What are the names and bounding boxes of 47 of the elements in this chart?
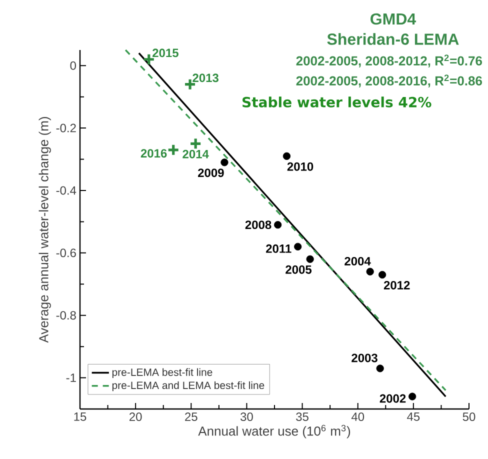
point xyxy=(376,364,384,372)
legend-label: pre-LEMA best-fit line xyxy=(112,368,212,378)
point xyxy=(306,255,314,263)
annotation: 2016 xyxy=(140,149,167,158)
annotation: 2008 xyxy=(245,220,272,230)
x-tick-label: 30 xyxy=(240,412,253,422)
point xyxy=(282,152,291,160)
annotation: 2002-2005, 2008-2016, R$^{2}$=0.86 xyxy=(296,74,482,88)
x-tick-label: 25 xyxy=(185,412,198,422)
annotation: 2003 xyxy=(352,354,378,362)
chart-subtitle: Sheridan-6 LEMA xyxy=(327,33,459,45)
x-tick-label: 15 xyxy=(74,412,86,421)
y-tick-label: -0.8 xyxy=(56,311,76,320)
annotation: 2005 xyxy=(286,265,312,274)
point xyxy=(220,158,228,166)
legend-label: pre-LEMA and LEMA best-fit line xyxy=(112,381,264,392)
y-tick-label: -0.2 xyxy=(56,124,76,132)
annotation: 2015 xyxy=(152,48,178,58)
x-tick-label: 45 xyxy=(407,412,420,421)
point xyxy=(167,144,180,156)
annotation: 2013 xyxy=(192,74,218,82)
x-tick-label: 50 xyxy=(462,412,476,422)
y-tick-label: -1 xyxy=(66,374,76,382)
y-tick-label: -0.6 xyxy=(56,248,76,258)
x-tick-label: 40 xyxy=(351,412,364,422)
annotation: 2002 xyxy=(380,394,406,403)
y-axis-title: Average annual water-level change (m) xyxy=(38,117,51,343)
chart-title: GMD4 xyxy=(370,13,416,25)
point xyxy=(408,392,416,400)
annotation: 2004 xyxy=(344,256,371,266)
y-tick-label: 0 xyxy=(70,61,76,70)
point xyxy=(294,242,302,250)
y-tick-label: -0.4 xyxy=(56,186,76,195)
x-tick-label: 35 xyxy=(296,412,308,422)
point xyxy=(189,137,202,150)
point xyxy=(274,221,282,229)
x-axis-title: Annual water use (10$^{6}$ m$^{3}$) xyxy=(198,424,350,438)
point xyxy=(378,270,386,279)
x-tick-label: 20 xyxy=(129,412,142,422)
annotation: 2010 xyxy=(287,162,314,171)
annotation: 2011 xyxy=(266,244,292,253)
point xyxy=(366,268,374,276)
annotation: Stable water levels 42% xyxy=(242,96,432,108)
annotation: 2002-2005, 2008-2012, R$^{2}$=0.76 xyxy=(296,54,482,68)
annotation: 2014 xyxy=(182,150,209,158)
annotation: 2009 xyxy=(198,168,224,178)
annotation: 2012 xyxy=(384,280,410,290)
